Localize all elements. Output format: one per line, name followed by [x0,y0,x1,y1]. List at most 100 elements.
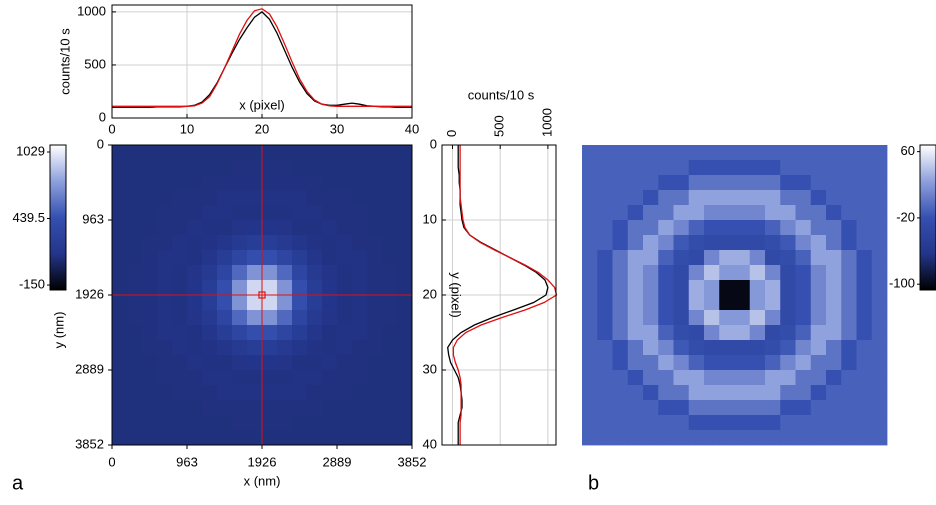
heatmap-cell [142,310,158,326]
heatmap-cell [780,160,796,176]
heatmap-cell [871,325,888,341]
heatmap-cell [871,415,888,431]
heatmap-cell [795,145,812,161]
heatmap-cell [627,340,644,356]
heatmap-cell [322,295,338,311]
heatmap-cell [673,265,690,281]
heatmap-cell [841,160,857,176]
heatmap-cell [292,310,308,326]
heatmap-cell [157,325,173,341]
heatmap-cell [719,220,735,236]
heatmap-cell [172,415,188,431]
heatmap-cell [597,400,613,416]
heatmap-cell [262,325,278,341]
heatmap-cell [612,430,629,446]
heatmap-cell [688,205,705,221]
heatmap-cell [734,430,751,446]
heatmap-cell [871,160,888,176]
heatmap-cell [127,415,143,431]
heatmap-cell [749,190,766,206]
heatmap-cell [277,160,293,176]
heatmap-cell [382,205,398,221]
heatmap-cell [658,145,674,161]
heatmap-cell [247,415,263,431]
heatmap-cell [202,280,218,296]
heatmap-cell [688,280,705,296]
heatmap-cell [871,190,888,206]
heatmap-cell [232,355,248,371]
heatmap-cell [262,175,278,191]
heatmap-cell [187,340,203,356]
heatmap-cell [142,280,158,296]
heatmap-cell [810,430,827,446]
heatmap-cell [627,415,644,431]
heatmap-cell [307,355,323,371]
heatmap-cell [112,235,128,251]
heatmap-cell [826,220,842,236]
heatmap-cell [187,160,203,176]
heatmap-cell [352,370,368,386]
heatmap-cell [810,280,827,296]
heatmap-cell [871,310,888,326]
heatmap-cell [157,340,173,356]
heatmap-cell [765,400,781,416]
heatmap-cell [187,385,203,401]
heatmap-cell [871,400,888,416]
heatmap-cell [658,415,674,431]
heatmap-cell [673,355,690,371]
heatmap-cell [612,265,629,281]
heatmap-cell [795,220,812,236]
heatmap-cell [172,310,188,326]
heatmap-cell [262,145,278,161]
heatmap-cell [292,145,308,161]
heatmap-cell [856,220,873,236]
heatmap-cell [810,220,827,236]
heatmap-cell [322,265,338,281]
x-tick-label: 0 [444,130,459,137]
heatmap-cell [202,295,218,311]
heatmap-cell [352,325,368,341]
heatmap-cell [704,145,720,161]
heatmap-cell [856,430,873,446]
heatmap-cell [202,415,218,431]
heatmap-cell [367,280,383,296]
heatmap-cell [612,355,629,371]
heatmap-cell [658,355,674,371]
heatmap-cell [277,325,293,341]
heatmap-cell [749,160,766,176]
heatmap-cell [704,280,720,296]
axes-frame [111,4,413,119]
heatmap-cell [292,385,308,401]
heatmap-cell [643,250,659,266]
x-tick-label: 500 [492,115,507,137]
heatmap-cell [157,265,173,281]
heatmap-cell [127,280,143,296]
heatmap-cell [688,355,705,371]
heatmap-cell [262,430,278,446]
heatmap-cell [247,205,263,221]
heatmap-cell [187,370,203,386]
heatmap-cell [157,190,173,206]
heatmap-cell [643,160,659,176]
heatmap-cell [856,175,873,191]
heatmap-cell [810,175,827,191]
heatmap-cell [262,295,278,311]
heatmap-cell [597,145,613,161]
heatmap-cell [322,340,338,356]
heatmap-cell [780,325,796,341]
heatmap-cell [627,280,644,296]
heatmap-cell [157,160,173,176]
heatmap-cell [397,265,413,281]
heatmap-cell [749,280,766,296]
heatmap-cell [704,295,720,311]
heatmap-cell [112,295,128,311]
heatmap-cell [871,265,888,281]
heatmap-cell [247,265,263,281]
heatmap-cell [157,280,173,296]
heatmap-cell [322,280,338,296]
heatmap-cell [582,340,598,356]
heatmap-cell [780,295,796,311]
heatmap-cell [112,355,128,371]
heatmap-cell [202,265,218,281]
y-tick-label: 0 [99,109,106,124]
